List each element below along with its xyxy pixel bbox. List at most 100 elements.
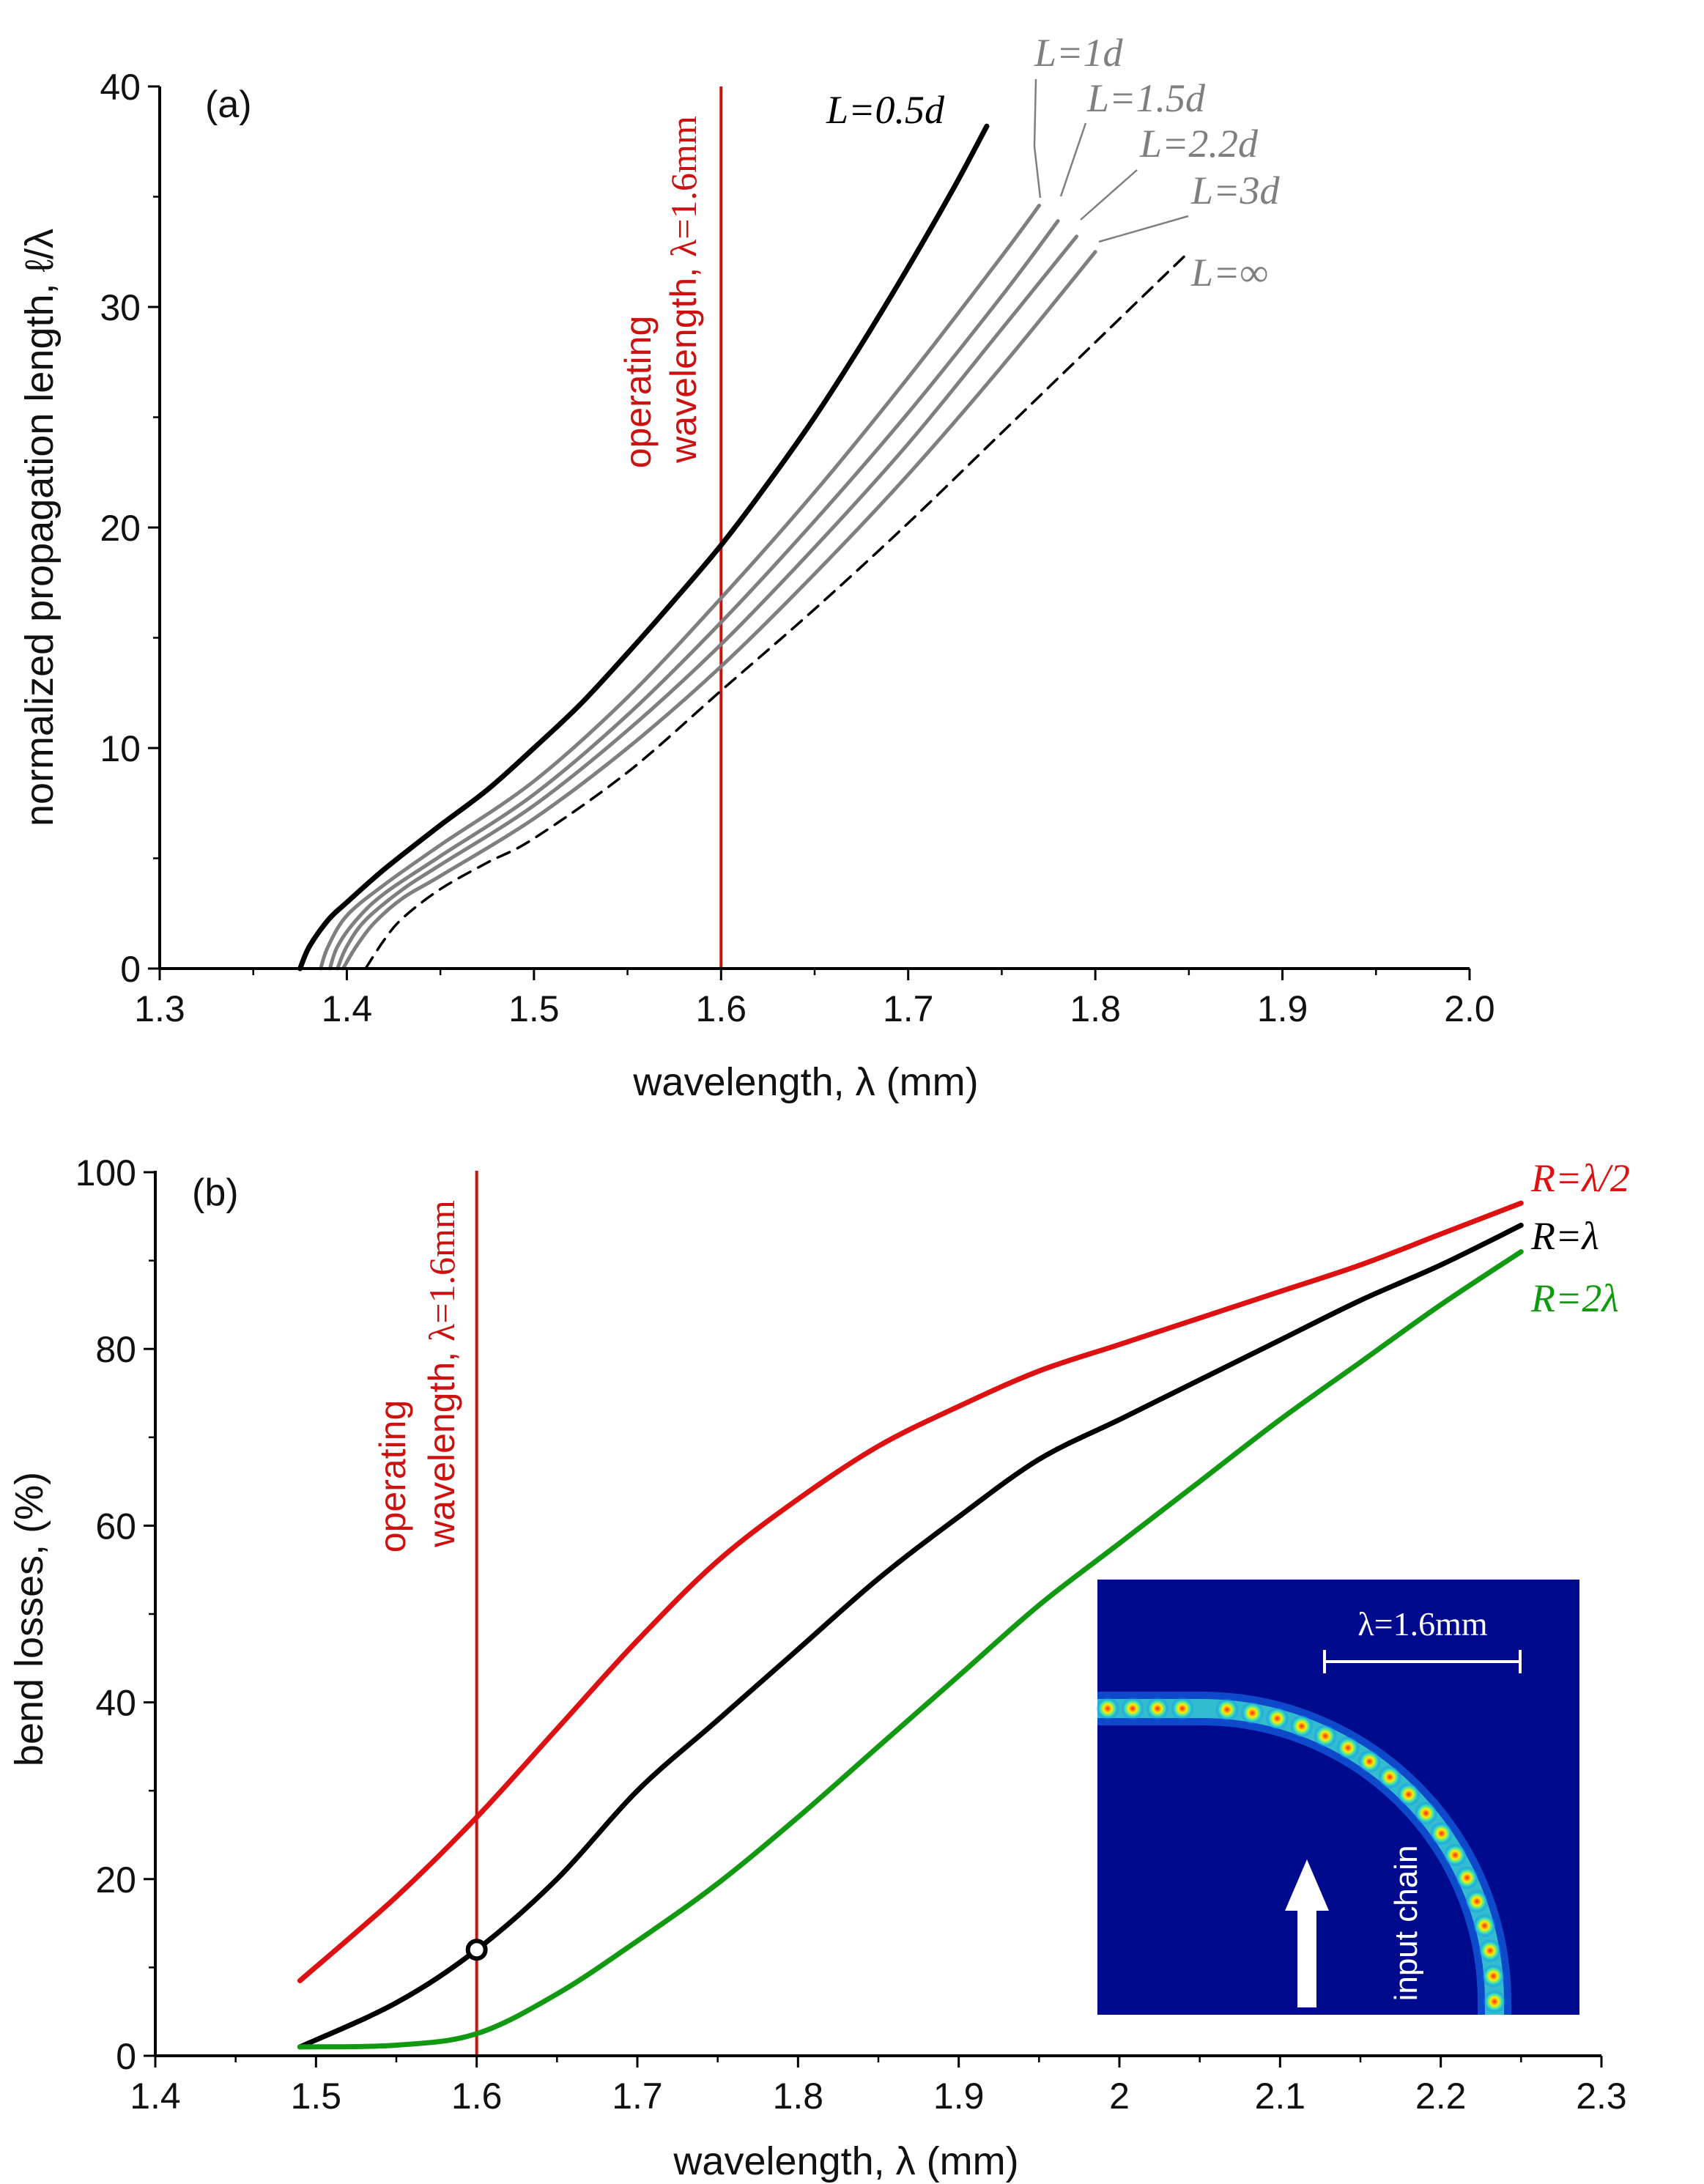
x-tick-label: 1.8 [773, 2076, 824, 2117]
panel-b-ticks: 1.4 1.5 1.6 1.7 1.8 1.9 2 2.1 2.2 2.3 0 20 40 60 80 100 [75, 1152, 1627, 2117]
y-tick-label: 30 [100, 287, 141, 328]
x-tick-label: 1.5 [508, 988, 560, 1029]
arrow-shaft [1297, 1909, 1316, 2007]
chain-bead [1121, 1697, 1144, 1720]
y-tick-label: 40 [95, 1683, 136, 1724]
panel-b-operating-label: operating wavelength, λ=1.6mm [372, 1200, 462, 1552]
x-tick-label: 1.9 [1257, 988, 1308, 1029]
panel-b-y-axis-title: bend losses, (%) [7, 1472, 51, 1766]
chain-bead [1378, 1765, 1402, 1789]
panel-b-label: (b) [192, 1171, 239, 1214]
label-L-inf: L=∞ [1190, 251, 1268, 295]
panel-a: 1.3 1.4 1.5 1.6 1.7 1.8 1.9 2.0 0 10 20 30 40 (a) wa… [18, 31, 1495, 1104]
label-L-2.2d: L=2.2d [1139, 122, 1259, 166]
label-R-lambda: R=λ [1530, 1214, 1599, 1258]
leader-L-2.2d [1080, 169, 1138, 221]
y-tick-label: 80 [95, 1329, 136, 1370]
y-tick-label: 0 [120, 949, 141, 990]
panel-b-series [297, 1171, 1524, 2056]
x-tick-label: 1.3 [134, 988, 185, 1029]
chain-bead [1483, 1990, 1506, 2013]
y-tick-label: 0 [116, 2036, 136, 2077]
panel-b-x-axis-title: wavelength, λ (mm) [673, 2139, 1018, 2183]
panel-a-operating-label-line2: wavelength, λ=1.6mm [663, 116, 704, 464]
x-tick-label: 1.4 [322, 988, 373, 1029]
panel-a-operating-label-line1: operating [618, 316, 659, 469]
x-tick-label: 1.7 [612, 2076, 663, 2117]
x-tick-label: 2.1 [1255, 2076, 1306, 2117]
chain-bead [1171, 1697, 1194, 1720]
input-chain-label: input chain [1388, 1846, 1424, 2002]
leader-L-1.5d [1059, 122, 1087, 197]
panel-b-operating-label-line2: wavelength, λ=1.6mm [421, 1200, 462, 1548]
chain-bead [1455, 1866, 1479, 1889]
x-tick-label: 2.3 [1576, 2076, 1627, 2117]
panel-b: 1.4 1.5 1.6 1.7 1.8 1.9 2 2.1 2.2 2.3 0 20 40 60 80 100… [7, 1152, 1630, 2183]
chain-bead [1481, 1964, 1505, 1988]
x-tick-label: 1.6 [696, 988, 747, 1029]
panel-a-label: (a) [205, 84, 252, 126]
y-tick-label: 20 [95, 1859, 136, 1900]
inset-bead-chain [1096, 1692, 1511, 2015]
y-tick-label: 10 [100, 728, 141, 769]
series-line-0 [297, 123, 990, 971]
chain-bead [1314, 1724, 1337, 1748]
x-tick-label: 2.2 [1415, 2076, 1467, 2117]
series-line-1 [319, 204, 1041, 971]
inset-field-map: λ=1.6mm input chain [1096, 1580, 1579, 2015]
chain-bead [1414, 1801, 1438, 1825]
panel-a-x-axis-title: wavelength, λ (mm) [632, 1060, 978, 1104]
panel-a-y-axis-title: normalized propagation length, ℓ/λ [18, 229, 62, 826]
series-line-2 [327, 219, 1060, 971]
x-tick-label: 1.9 [933, 2076, 985, 2117]
panel-b-axes [154, 1171, 1601, 2057]
chain-bead [1478, 1939, 1502, 1963]
operating-point-marker [465, 1939, 488, 1961]
arrow-head [1285, 1859, 1329, 1911]
y-tick-label: 40 [100, 67, 141, 108]
x-tick-label: 1.4 [130, 2076, 181, 2117]
series-line-3 [336, 234, 1079, 971]
chain-bead [1464, 1889, 1489, 1914]
panel-a-series [297, 86, 1190, 971]
series-line-1 [297, 1222, 1524, 2050]
leader-L-3d [1098, 215, 1189, 243]
label-L-1d: L=1d [1034, 31, 1123, 75]
chain-bead [1443, 1843, 1467, 1867]
chain-bead [1289, 1714, 1314, 1739]
chain-bead [1396, 1783, 1420, 1807]
chain-bead [1336, 1736, 1360, 1760]
label-L-1.5d: L=1.5d [1086, 76, 1206, 120]
chain-bead [1429, 1821, 1453, 1846]
chain-bead [1096, 1697, 1119, 1720]
chain-bead [1473, 1914, 1497, 1938]
x-tick-label: 2.0 [1444, 988, 1495, 1029]
panel-a-operating-label: operating wavelength, λ=1.6mm [618, 116, 704, 468]
y-tick-label: 100 [75, 1152, 136, 1193]
x-tick-label: 1.6 [451, 2076, 503, 2117]
leader-L-1d [1033, 78, 1042, 199]
x-tick-label: 2 [1109, 2076, 1130, 2117]
inset-background [1097, 1580, 1579, 2015]
series-line-2 [297, 1249, 1524, 2050]
x-tick-label: 1.5 [291, 2076, 342, 2117]
label-L-3d: L=3d [1190, 169, 1280, 212]
panel-b-operating-label-line1: operating [372, 1400, 413, 1553]
scale-bar-label: λ=1.6mm [1357, 1605, 1488, 1643]
series-line-0 [297, 1200, 1524, 1983]
panel-a-ticks: 1.3 1.4 1.5 1.6 1.7 1.8 1.9 2.0 0 10 20 30 40 [100, 67, 1494, 1029]
series-line-5 [364, 251, 1190, 970]
label-R-half-lambda: R=λ/2 [1530, 1156, 1630, 1200]
chain-bead [1240, 1701, 1264, 1725]
label-L-0.5d: L=0.5d [826, 88, 945, 132]
panel-a-leader-lines [1033, 78, 1189, 243]
chain-bead [1357, 1750, 1382, 1774]
label-R-2lambda: R=2λ [1530, 1276, 1619, 1320]
inset-scale-bar: λ=1.6mm [1323, 1605, 1522, 1673]
y-tick-label: 20 [100, 508, 141, 549]
y-tick-label: 60 [95, 1506, 136, 1547]
chain-bead [1215, 1698, 1239, 1722]
x-tick-label: 1.7 [883, 988, 934, 1029]
panel-a-axes [158, 86, 1470, 970]
